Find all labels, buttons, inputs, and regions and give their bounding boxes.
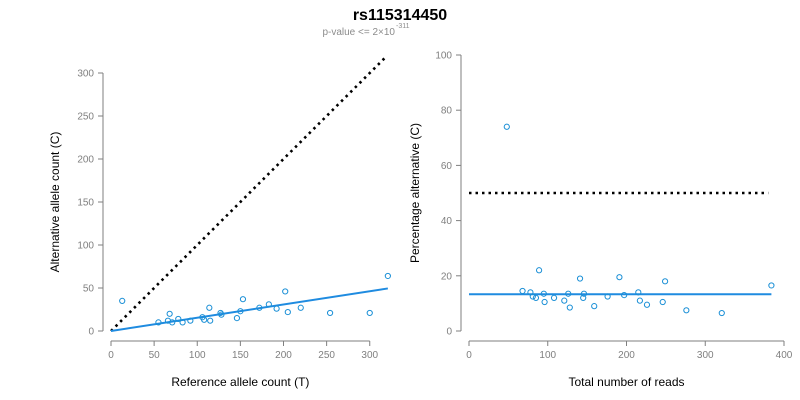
data-point bbox=[265, 301, 272, 308]
y-tick-label: 60 bbox=[441, 161, 453, 172]
data-point bbox=[282, 288, 289, 295]
y-tick-label: 300 bbox=[77, 69, 94, 80]
y-tick-label: 250 bbox=[77, 112, 94, 123]
y-tick-label: 150 bbox=[77, 198, 94, 209]
data-point bbox=[643, 301, 651, 308]
data-point bbox=[621, 292, 628, 299]
x-tick-label: 100 bbox=[189, 350, 206, 361]
x-tick-label: 150 bbox=[232, 350, 249, 361]
x-tick-label: 0 bbox=[466, 350, 472, 361]
y-tick-label: 50 bbox=[83, 284, 95, 295]
data-point bbox=[576, 275, 584, 282]
data-point bbox=[604, 293, 611, 300]
data-point bbox=[326, 309, 334, 317]
y-axis-title: Alternative allele count (C) bbox=[48, 132, 62, 273]
data-point bbox=[237, 308, 244, 315]
data-point bbox=[580, 294, 587, 301]
data-point bbox=[566, 304, 573, 311]
data-point bbox=[366, 309, 373, 317]
data-point bbox=[561, 297, 568, 304]
data-point bbox=[179, 319, 186, 326]
data-point bbox=[616, 274, 623, 281]
y-tick-label: 200 bbox=[77, 155, 94, 166]
x-tick-label: 200 bbox=[275, 350, 292, 361]
data-point bbox=[661, 278, 669, 285]
data-point bbox=[155, 319, 162, 326]
x-tick-label: 0 bbox=[108, 350, 114, 361]
data-point bbox=[233, 315, 241, 322]
right-scatter-panel: 0 100 200 300 400 0 20 40 60 80 100 Total number of… bbox=[408, 51, 793, 390]
chart-subtitle-exponent: -311 bbox=[396, 23, 410, 30]
data-point bbox=[768, 282, 775, 289]
y-tick-label: 20 bbox=[441, 271, 453, 282]
data-point bbox=[718, 309, 725, 317]
y-tick-label: 80 bbox=[441, 106, 453, 117]
x-tick-label: 250 bbox=[318, 350, 335, 361]
data-point bbox=[207, 317, 214, 324]
data-point bbox=[256, 304, 263, 311]
y-tick-label: 40 bbox=[441, 216, 453, 227]
data-point bbox=[206, 304, 213, 311]
data-point bbox=[166, 310, 173, 317]
data-point bbox=[119, 297, 126, 304]
x-tick-label: 200 bbox=[618, 350, 635, 361]
chart-subtitle: p-value <= 2×10 bbox=[322, 27, 395, 38]
data-point bbox=[540, 290, 547, 297]
data-point bbox=[187, 317, 194, 324]
data-point bbox=[273, 305, 280, 312]
data-point bbox=[532, 294, 540, 301]
x-tick-label: 400 bbox=[776, 350, 793, 361]
fit-line bbox=[110, 287, 389, 332]
data-point bbox=[541, 298, 548, 306]
data-point bbox=[201, 316, 208, 323]
data-point bbox=[565, 290, 572, 297]
x-tick-label: 50 bbox=[149, 350, 161, 361]
y-tick-label: 0 bbox=[446, 327, 452, 338]
data-point bbox=[635, 289, 642, 296]
data-point bbox=[535, 267, 543, 274]
x-tick-label: 300 bbox=[697, 350, 714, 361]
reference-line bbox=[110, 55, 388, 332]
y-tick-label: 0 bbox=[88, 327, 94, 338]
data-point bbox=[659, 298, 666, 306]
data-point bbox=[297, 304, 304, 311]
x-tick-label: 100 bbox=[539, 350, 556, 361]
data-point bbox=[683, 307, 690, 314]
chart-title: rs115314450 bbox=[353, 7, 447, 24]
x-axis-title: Reference allele count (T) bbox=[171, 375, 309, 389]
data-point bbox=[580, 290, 588, 297]
data-point bbox=[550, 294, 558, 301]
x-tick-label: 300 bbox=[361, 350, 378, 361]
y-tick-label: 100 bbox=[435, 51, 452, 62]
data-point bbox=[175, 315, 182, 323]
x-axis-title: Total number of reads bbox=[568, 375, 684, 389]
data-point bbox=[519, 287, 526, 295]
data-point bbox=[218, 311, 225, 318]
data-point bbox=[636, 297, 643, 304]
data-point bbox=[239, 296, 247, 303]
data-point bbox=[384, 272, 391, 280]
data-point bbox=[169, 319, 176, 326]
left-scatter-panel: 0 50 100 150 200 250 300 0 50 100 150 200 250 300 Refe… bbox=[48, 55, 391, 389]
y-tick-label: 100 bbox=[77, 241, 94, 252]
data-point bbox=[591, 303, 598, 310]
data-point bbox=[529, 293, 536, 300]
data-point bbox=[284, 308, 291, 316]
data-point bbox=[503, 123, 510, 130]
y-axis-title: Percentage alternative (C) bbox=[408, 123, 422, 263]
